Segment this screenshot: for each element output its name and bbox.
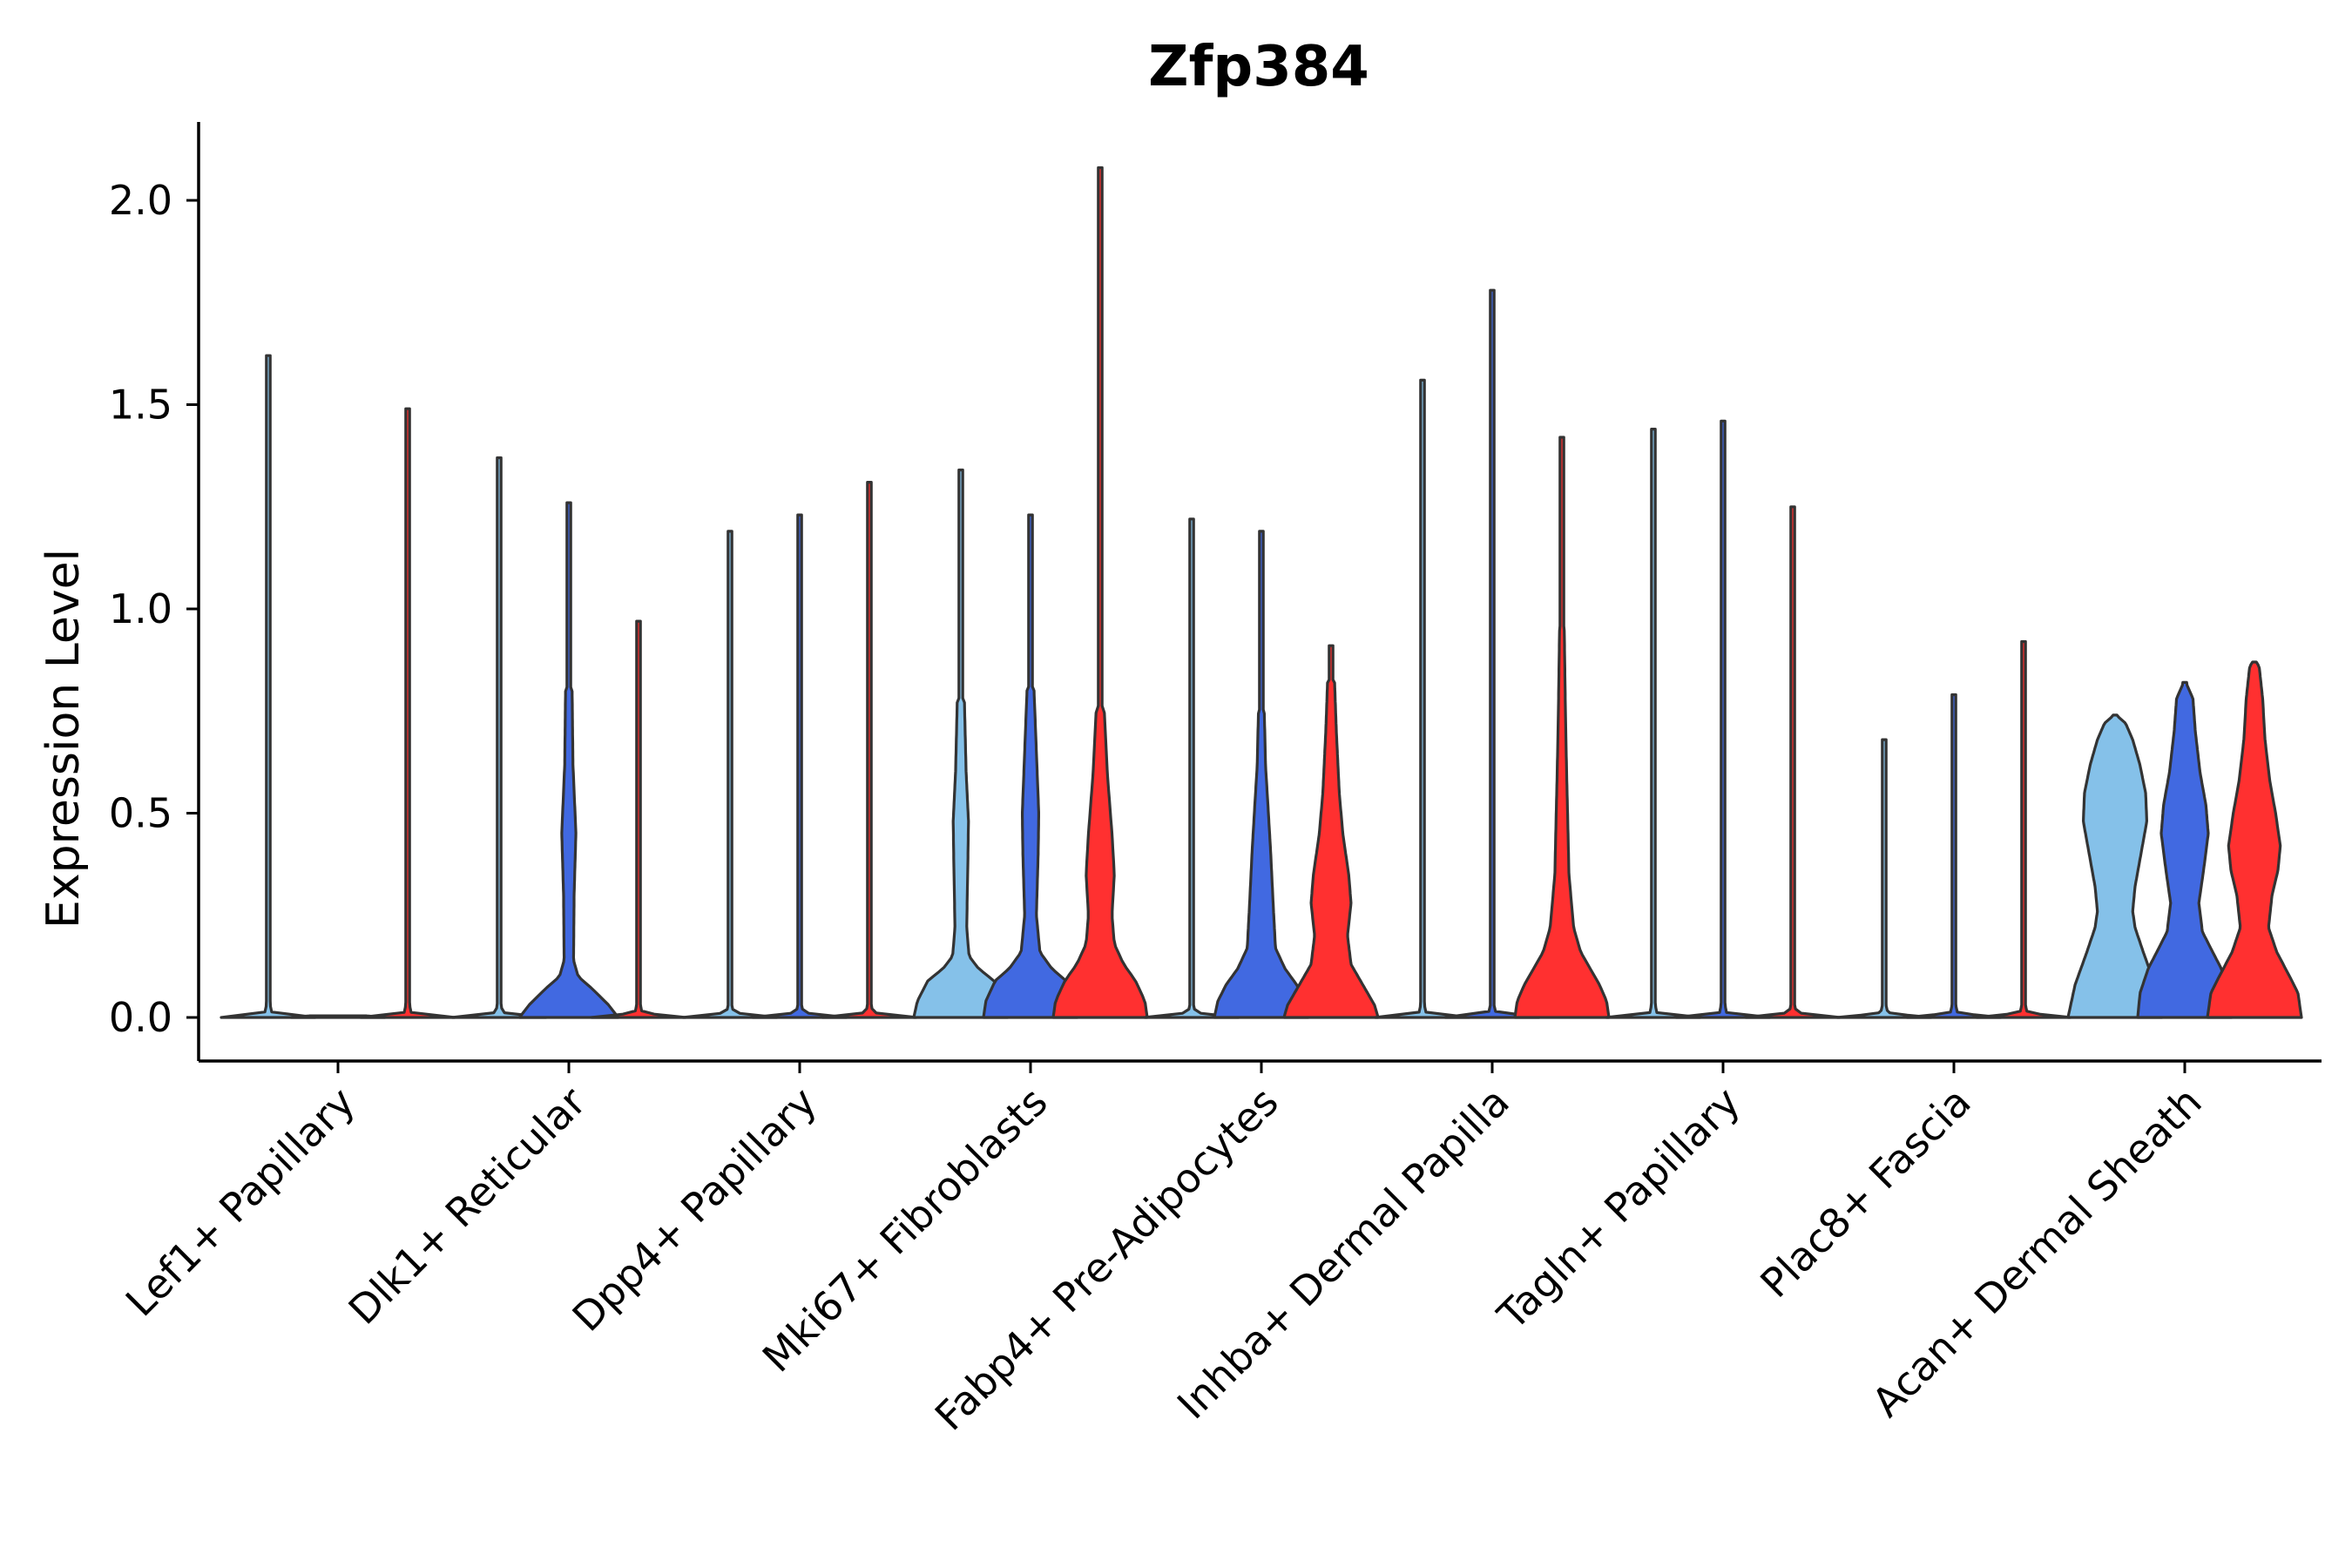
y-tick-label: 0.5	[109, 790, 172, 837]
violin-light	[1835, 738, 1933, 1019]
violin-light	[450, 456, 548, 1019]
violin-group	[220, 354, 456, 1019]
violin-group	[1143, 517, 1380, 1019]
y-axis-label: Expression Level	[37, 549, 90, 929]
violin-light	[220, 354, 317, 1019]
violin-blue	[2136, 680, 2234, 1019]
violin-light	[912, 468, 1010, 1019]
violin-red	[590, 619, 687, 1019]
x-tick-label: Lef1+ Papillary	[117, 1078, 364, 1326]
chart-title: Zfp384	[1148, 35, 1369, 99]
x-tick-label: Dlk1+ Reticular	[340, 1078, 595, 1334]
violin-blue	[1213, 530, 1310, 1019]
y-tick-label: 1.0	[109, 585, 172, 632]
violin-group	[1374, 288, 1611, 1019]
violin-red	[1744, 505, 1842, 1019]
y-tick-label: 2.0	[109, 177, 172, 224]
violin-group	[681, 481, 918, 1019]
violin-light	[1143, 517, 1240, 1019]
y-axis-ticks: 0.0 0.5 1.0 1.5 2.0	[109, 177, 199, 1041]
violin-group	[912, 166, 1149, 1019]
violin-blue	[751, 513, 848, 1019]
x-tick-label: Tagln+ Papillary	[1488, 1078, 1749, 1340]
violin-blue	[1905, 693, 2003, 1019]
violin-blue	[517, 501, 620, 1019]
y-tick-label: 0.0	[109, 994, 172, 1041]
y-tick-label: 1.5	[109, 382, 172, 429]
violin-light	[681, 530, 779, 1019]
violin-group	[1605, 419, 1842, 1019]
violin-group	[1835, 639, 2072, 1019]
violin-group	[450, 456, 687, 1019]
violin-blue	[982, 513, 1079, 1019]
violin-blue	[1674, 419, 1772, 1019]
violin-red	[1975, 639, 2072, 1019]
violin-red	[1051, 166, 1149, 1019]
violin-light	[1374, 378, 1471, 1019]
plot-area	[220, 166, 2303, 1019]
violin-blue	[1443, 288, 1541, 1019]
violin-light	[1605, 428, 1702, 1019]
violin-red	[359, 407, 456, 1019]
violin-group	[2066, 660, 2303, 1019]
violin-red	[1513, 436, 1611, 1019]
x-tick-label: Dpp4+ Papillary	[564, 1078, 826, 1341]
x-tick-label: Plac8+ Fascia	[1751, 1078, 1979, 1307]
violin-light	[2066, 713, 2164, 1019]
violin-red	[1282, 644, 1380, 1019]
violin-red	[821, 481, 918, 1019]
violin-red	[2206, 660, 2303, 1019]
